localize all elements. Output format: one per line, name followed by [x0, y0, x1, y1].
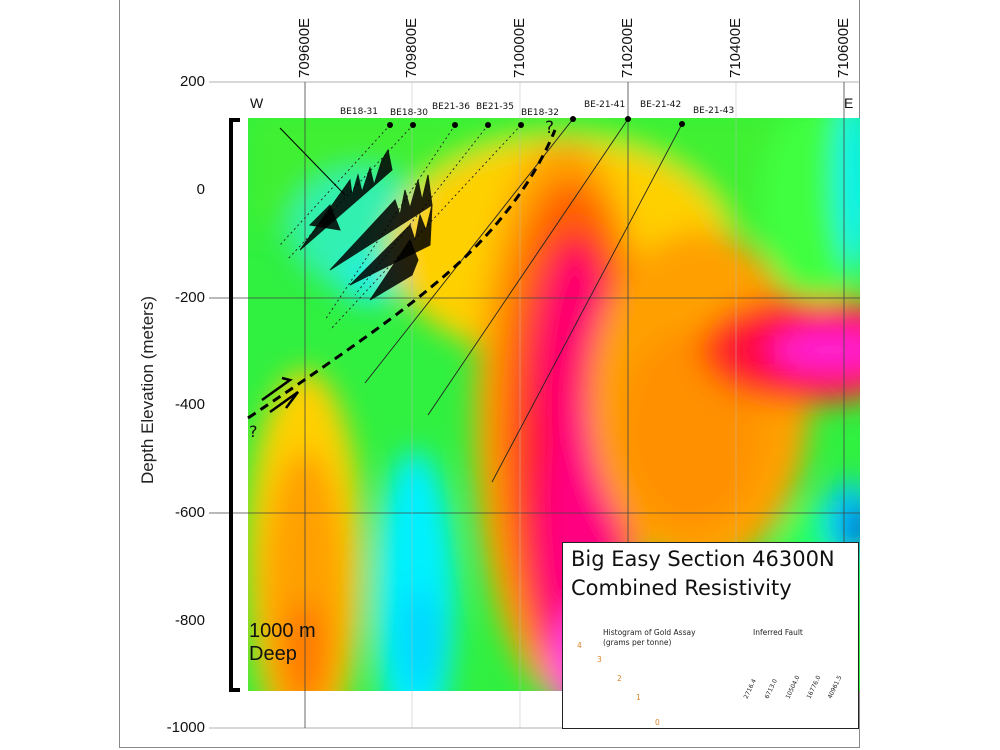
fault-legend-label: Inferred Fault: [753, 628, 803, 637]
histogram-units: (grams per tonne): [603, 638, 672, 647]
x-tick: 710000E: [511, 17, 528, 78]
x-tick: 709800E: [403, 17, 420, 78]
fault-unknown-top: ?: [545, 118, 554, 138]
histogram-scale-2: 2: [617, 674, 622, 683]
title-line2: Combined Resistivity: [571, 576, 792, 600]
east-label: E: [844, 95, 854, 111]
y-tick: 200: [179, 73, 205, 90]
colorbar-label: 40961.5: [826, 674, 844, 700]
depth-scale-line1: 1000 m: [249, 620, 316, 642]
gold-assay-histograms: [279, 127, 433, 301]
drillhole-label: BE18-32: [521, 108, 560, 118]
histogram-scale-0: 0: [655, 718, 660, 727]
grid-lines: [209, 81, 860, 729]
histogram-scale-1: 1: [636, 693, 641, 702]
title-line1: Big Easy Section 46300N: [571, 547, 835, 571]
x-tick: 709600E: [296, 17, 313, 78]
histogram-scale-3: 3: [597, 655, 602, 664]
drillhole-label: BE-21-43: [693, 106, 735, 116]
drillhole-label: BE18-31: [340, 107, 379, 117]
histogram-title: Histogram of Gold Assay: [603, 628, 696, 637]
y-tick: -200: [174, 289, 205, 306]
drillhole-label: BE21-35: [476, 102, 515, 112]
drillhole-label: BE-21-42: [640, 100, 682, 110]
west-label: W: [250, 95, 264, 111]
inferred-fault: [247, 129, 557, 420]
x-tick: 710600E: [835, 17, 852, 78]
x-tick: 710200E: [619, 17, 636, 78]
colorbar-label: 2716.4: [742, 678, 758, 700]
y-tick: -800: [174, 612, 205, 629]
histogram-legend-title: Histogram of Gold Assay (grams per tonne…: [603, 628, 696, 648]
y-axis-label: Depth Elevation (meters): [138, 295, 157, 485]
histogram-scale-4: 4: [577, 641, 582, 650]
y-tick: -400: [174, 396, 205, 413]
drillhole-label: BE21-36: [432, 102, 471, 112]
drillhole-collars: [387, 116, 685, 128]
depth-scale-label: 1000 m Deep: [249, 620, 316, 666]
drillhole-label: BE-21-41: [584, 100, 626, 110]
y-tick: 0: [196, 181, 205, 198]
x-tick: 710400E: [727, 17, 744, 78]
legend-box: Big Easy Section 46300N Combined Resisti…: [562, 542, 859, 729]
depth-bracket: [229, 118, 240, 692]
colorbar-label: 10504.0: [784, 674, 802, 700]
colorbar-label: 16776.0: [805, 674, 823, 700]
drillhole-label: BE18-30: [390, 108, 429, 118]
y-tick: -600: [174, 504, 205, 521]
legend-title: Big Easy Section 46300N Combined Resisti…: [571, 545, 835, 603]
colorbar-label: 6713.0: [763, 678, 779, 700]
fault-unknown-bottom: ?: [249, 422, 258, 441]
depth-scale-line2: Deep: [249, 643, 297, 665]
y-tick: -1000: [166, 719, 205, 736]
fault-motion-arrows: [261, 376, 299, 414]
